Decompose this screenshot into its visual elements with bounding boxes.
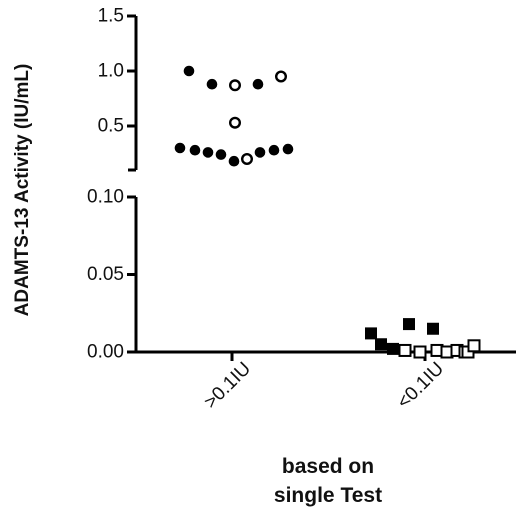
data-point-circle	[254, 147, 266, 158]
data-point-square	[467, 339, 481, 353]
data-point-circle	[189, 144, 201, 156]
data-point-square	[387, 342, 399, 355]
category-label-lt: <0.1IU	[393, 358, 448, 413]
data-point-square	[427, 322, 439, 335]
data-point-circle	[282, 143, 294, 155]
data-point-square	[398, 343, 412, 357]
data-point-circle	[240, 152, 253, 165]
data-point-circle	[228, 116, 241, 129]
y-upper-tick-label: 1.0	[98, 61, 124, 82]
data-point-square	[375, 338, 387, 351]
y-upper-tick-label: 0.5	[98, 116, 124, 137]
data-point-square	[365, 327, 377, 340]
data-point-square	[403, 318, 415, 331]
data-point-circle	[215, 149, 227, 160]
y-ticks: 0.5 1.0 1.5 0.00 0.05 0.10	[87, 6, 136, 363]
data-point-circle	[206, 78, 218, 90]
data-point-circle	[252, 78, 264, 90]
data-point-circle	[268, 144, 280, 156]
y-upper-tick-label: 1.5	[98, 6, 124, 27]
data-point-circle	[183, 65, 195, 77]
data-point-circle	[174, 142, 186, 154]
y-lower-tick-label: 0.10	[87, 187, 124, 208]
x-axis-label-line-2: single Test	[274, 484, 382, 507]
data-point-circle	[202, 147, 214, 158]
y-lower-tick-label: 0.05	[87, 264, 124, 285]
data-points	[174, 65, 481, 359]
data-point-circle	[275, 70, 288, 83]
x-axis-label-line-1: based on	[282, 455, 374, 478]
data-point-circle	[228, 79, 241, 92]
data-point-circle	[228, 155, 240, 167]
category-label-gt: >0.1IU	[200, 358, 255, 413]
y-lower-tick-label: 0.00	[87, 342, 124, 363]
y-axis-label: ADAMTS-13 Activity (IU/mL)	[12, 64, 33, 317]
data-point-square	[413, 345, 427, 359]
